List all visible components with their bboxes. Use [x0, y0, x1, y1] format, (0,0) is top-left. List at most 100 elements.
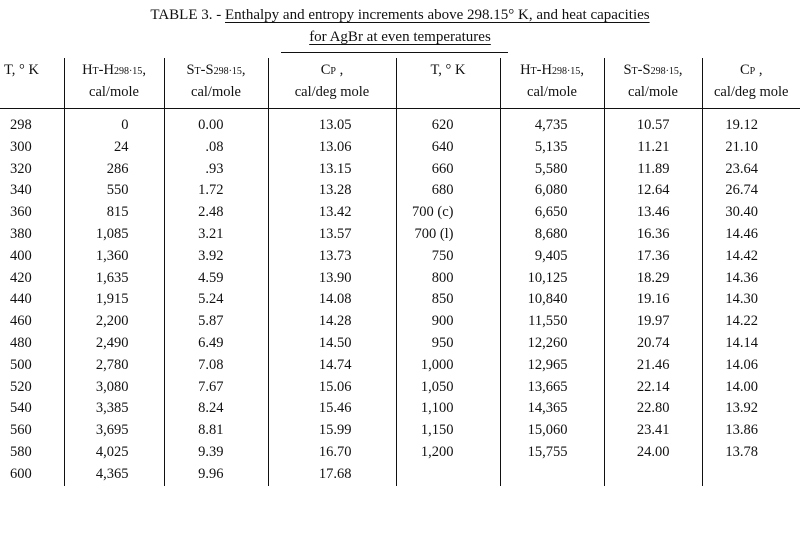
cell-entropy: 7.08: [163, 354, 268, 377]
table-row: 480 2,490 6.49 14.50 950 12,260 20.74 14…: [0, 332, 800, 355]
cell-heat-capacity: 14.74: [267, 354, 396, 377]
header-entropy-left: ST-S298·15, cal/mole: [163, 58, 268, 109]
table-row: 298 0 0.00 13.05 620 4,735 10.57 19.12: [0, 108, 800, 137]
cell-temp: 660: [395, 158, 500, 181]
cell-entropy: 0.00: [163, 108, 268, 137]
header-temp-right: T, ° K: [395, 58, 500, 109]
cell-heat-capacity: 14.46: [701, 223, 800, 246]
cell-temp: [395, 463, 500, 486]
table-row: 580 4,025 9.39 16.70 1,200 15,755 24.00 …: [0, 441, 800, 464]
table-subtitle: for AgBr at even temperatures: [309, 29, 491, 45]
cell-entropy: 9.39: [163, 441, 268, 464]
cell-heat-capacity: 14.22: [701, 311, 800, 333]
cell-entropy: 23.41: [603, 420, 702, 442]
cell-enthalpy: 4,365: [63, 463, 164, 486]
table-caption-line-2: for AgBr at even temperatures: [0, 28, 800, 46]
cell-enthalpy: 2,780: [63, 354, 164, 377]
cell-enthalpy: 9,405: [499, 245, 604, 268]
cell-enthalpy: 2,200: [63, 311, 164, 333]
cell-heat-capacity: 15.99: [267, 420, 396, 442]
cell-enthalpy: 1,360: [63, 245, 164, 268]
cell-entropy: 1.72: [163, 180, 268, 203]
table-row: 460 2,200 5.87 14.28 900 11,550 19.97 14…: [0, 311, 800, 333]
cell-enthalpy: 11,550: [499, 311, 604, 333]
cell-enthalpy: 286: [63, 158, 164, 181]
cell-heat-capacity: 16.70: [267, 441, 396, 464]
cell-entropy: .08: [163, 136, 268, 159]
cell-heat-capacity: 14.42: [701, 245, 800, 268]
cell-heat-capacity: 13.06: [267, 136, 396, 159]
table-row: 340 550 1.72 13.28 680 6,080 12.64 26.74: [0, 180, 800, 203]
cell-entropy: 11.21: [603, 136, 702, 159]
table-row: 520 3,080 7.67 15.06 1,050 13,665 22.14 …: [0, 376, 800, 399]
cell-enthalpy: 3,385: [63, 398, 164, 421]
cell-heat-capacity: 23.64: [701, 158, 800, 181]
cell-temp: 1,100: [395, 398, 500, 421]
cell-temp: 340: [10, 182, 32, 199]
cell-entropy: 20.74: [603, 332, 702, 355]
cell-entropy: 22.14: [603, 376, 702, 399]
header-enthalpy-left: HT-H298·15, cal/mole: [63, 58, 164, 109]
cell-enthalpy: 15,755: [499, 441, 604, 464]
cell-entropy: 4.59: [163, 267, 268, 290]
cell-entropy: 17.36: [603, 245, 702, 268]
cell-heat-capacity: 14.08: [267, 289, 396, 312]
cell-entropy: 13.46: [603, 202, 702, 224]
cell-temp: 500: [10, 356, 32, 373]
table-title: Enthalpy and entropy increments above 29…: [225, 7, 650, 23]
table-row: 300 24 .08 13.06 640 5,135 11.21 21.10: [0, 136, 800, 159]
cell-entropy: 9.96: [163, 463, 268, 486]
cell-enthalpy: 815: [63, 202, 164, 224]
cell-entropy: 22.80: [603, 398, 702, 421]
header-temp-left: T, ° K: [0, 58, 64, 109]
cell-entropy: 18.29: [603, 267, 702, 290]
cell-temp: 750: [395, 245, 500, 268]
cell-temp: 480: [10, 334, 32, 351]
cell-entropy: 19.16: [603, 289, 702, 312]
cell-entropy: 16.36: [603, 223, 702, 246]
cell-heat-capacity: 13.78: [701, 441, 800, 464]
cell-heat-capacity: 14.00: [701, 376, 800, 399]
cell-heat-capacity: 13.90: [267, 267, 396, 290]
cell-enthalpy: 12,260: [499, 332, 604, 355]
cell-entropy: 5.87: [163, 311, 268, 333]
cell-temp: 400: [10, 247, 32, 264]
cell-temp: 900: [395, 311, 500, 333]
header-entropy-right: ST-S298·15, cal/mole: [603, 58, 702, 109]
cell-heat-capacity: 13.86: [701, 420, 800, 442]
cell-heat-capacity: 30.40: [701, 202, 800, 224]
cell-entropy: 21.46: [603, 354, 702, 377]
cell-entropy: 5.24: [163, 289, 268, 312]
cell-temp: 1,050: [395, 376, 500, 399]
cell-enthalpy: 8,680: [499, 223, 604, 246]
cell-temp: 360: [10, 204, 32, 221]
cell-heat-capacity: 26.74: [701, 180, 800, 203]
cell-temp: 800: [395, 267, 500, 290]
table-caption-line-1: TABLE 3. - Enthalpy and entropy incremen…: [0, 6, 800, 24]
cell-heat-capacity: 13.92: [701, 398, 800, 421]
cell-temp: 1,000: [395, 354, 500, 377]
cell-enthalpy: 14,365: [499, 398, 604, 421]
table-row: 500 2,780 7.08 14.74 1,000 12,965 21.46 …: [0, 354, 800, 377]
cell-entropy: 11.89: [603, 158, 702, 181]
table-number: TABLE 3. -: [150, 7, 225, 23]
cell-temp: 680: [395, 180, 500, 203]
cell-enthalpy: 4,025: [63, 441, 164, 464]
table-row: 560 3,695 8.81 15.99 1,150 15,060 23.41 …: [0, 420, 800, 442]
cell-enthalpy: 12,965: [499, 354, 604, 377]
caption-rule: [281, 52, 508, 53]
cell-enthalpy: 0: [63, 108, 164, 137]
cell-enthalpy: 10,840: [499, 289, 604, 312]
cell-temp: 1,150: [395, 420, 500, 442]
table-row: 420 1,635 4.59 13.90 800 10,125 18.29 14…: [0, 267, 800, 290]
cell-temp: 300: [10, 138, 32, 155]
cell-temp: 460: [10, 313, 32, 330]
cell-temp: 440: [10, 291, 32, 308]
header-heat-capacity-right: CP , cal/deg mole: [701, 58, 800, 109]
cell-entropy: 12.64: [603, 180, 702, 203]
table-row: 440 1,915 5.24 14.08 850 10,840 19.16 14…: [0, 289, 800, 312]
data-table: T, ° K HT-H298·15, cal/mole ST-S298·15, ca…: [0, 58, 800, 486]
cell-enthalpy: 1,085: [63, 223, 164, 246]
cell-entropy: 2.48: [163, 202, 268, 224]
cell-temp: 420: [10, 269, 32, 286]
